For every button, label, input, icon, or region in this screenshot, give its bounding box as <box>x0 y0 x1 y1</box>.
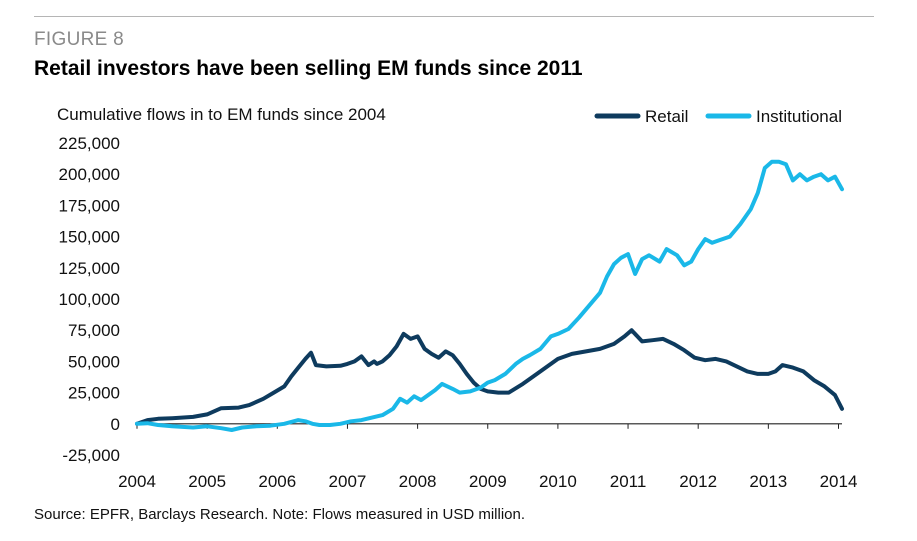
x-tick-label: 2011 <box>610 472 647 491</box>
legend-institutional-label: Institutional <box>756 107 842 126</box>
x-tick-label: 2014 <box>820 472 858 491</box>
y-tick-label: 225,000 <box>59 134 120 153</box>
chart-svg: Cumulative flows in to EM funds since 20… <box>57 105 858 491</box>
series-lines <box>135 159 844 432</box>
x-tick-label: 2012 <box>679 472 717 491</box>
x-tick-label: 2010 <box>539 472 577 491</box>
y-tick-label: 175,000 <box>59 196 120 215</box>
y-tick-label: -25,000 <box>62 446 120 465</box>
x-tick-label: 2005 <box>188 472 226 491</box>
y-tick-label: 200,000 <box>59 165 120 184</box>
figure-title: Retail investors have been selling EM fu… <box>34 57 583 80</box>
x-tick-label: 2004 <box>118 472 156 491</box>
x-tick-label: 2006 <box>258 472 296 491</box>
chart-legend: Retail Institutional <box>594 107 842 126</box>
y-axis: -25,000 0 25,000 50,000 75,000 100,000 125,000… <box>59 134 120 465</box>
x-axis: 2004 2005 2006 2007 2008 2009 2010 2011 2012 2013… <box>118 423 858 491</box>
y-tick-label: 75,000 <box>68 321 120 340</box>
x-tick-label: 2013 <box>749 472 787 491</box>
series-line-institutional <box>135 159 844 432</box>
y-tick-label: 100,000 <box>59 290 120 309</box>
y-tick-label: 50,000 <box>68 352 120 371</box>
y-tick-label: 125,000 <box>59 259 120 278</box>
x-tick-label: 2009 <box>469 472 507 491</box>
y-tick-label: 150,000 <box>59 228 120 247</box>
x-tick-label: 2008 <box>399 472 437 491</box>
y-tick-label: 25,000 <box>68 384 120 403</box>
series-line-retail <box>135 328 844 426</box>
source-note: Source: EPFR, Barclays Research. Note: F… <box>34 506 526 523</box>
figure-label: FIGURE 8 <box>34 29 125 50</box>
x-tick-label: 2007 <box>329 472 367 491</box>
legend-retail-label: Retail <box>645 107 688 126</box>
y-tick-label: 0 <box>111 415 120 434</box>
chart-subtitle: Cumulative flows in to EM funds since 20… <box>57 105 386 124</box>
top-divider <box>34 16 874 17</box>
